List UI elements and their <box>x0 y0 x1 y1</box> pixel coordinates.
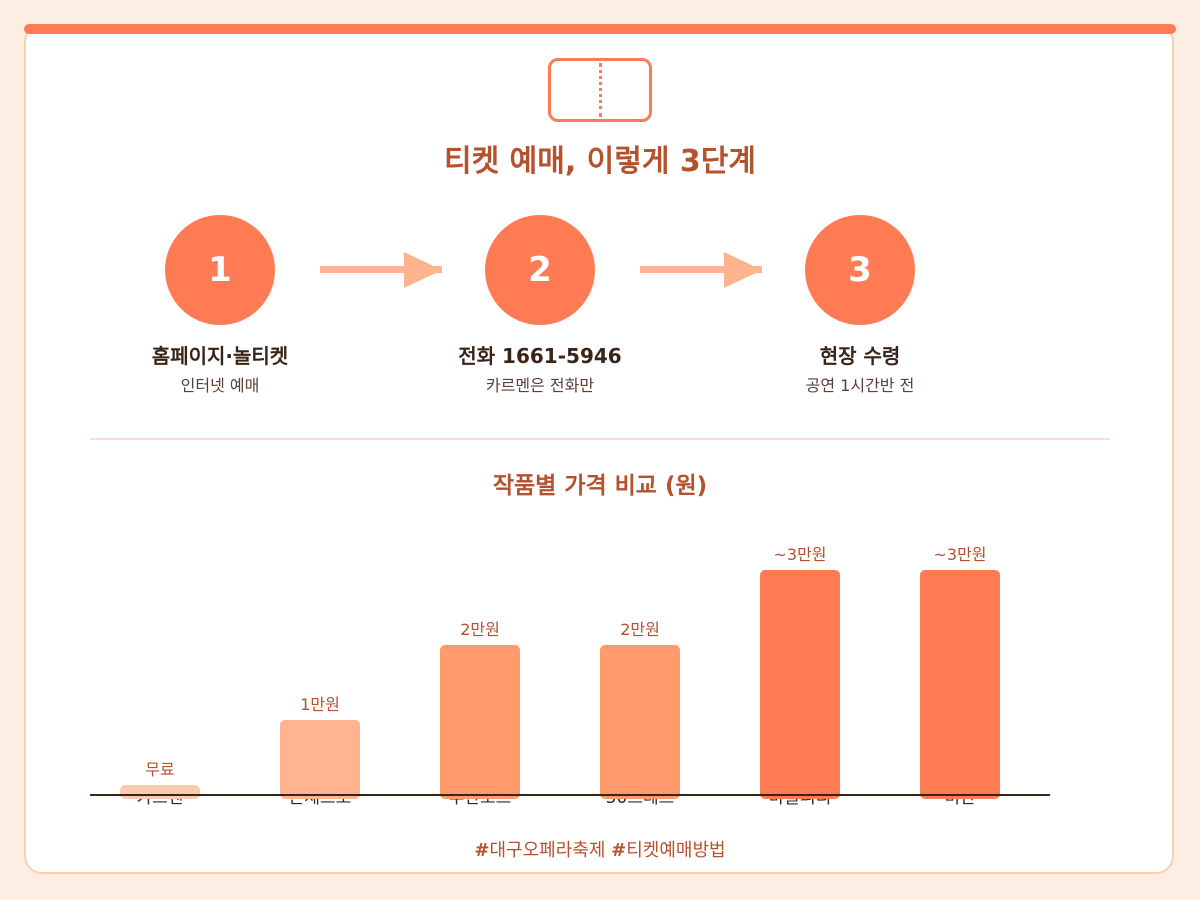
bar-value-label: 2만원 <box>460 620 500 639</box>
step-3-subtitle: 공연 1시간반 전 <box>805 376 915 395</box>
bar-value-label: ~3만원 <box>773 545 826 564</box>
step-1-title: 홈페이지·놀티켓 <box>151 344 289 368</box>
ticket-perforation <box>599 63 602 117</box>
hashtag-1: 대구오페라축제 <box>489 840 606 861</box>
accent-top-bar <box>24 24 1176 34</box>
hashtags: #대구오페라축제 #티켓예매방법 <box>474 840 726 861</box>
step-2-subtitle: 카르멘은 전화만 <box>485 376 595 395</box>
step-3-title: 현장 수령 <box>819 344 901 368</box>
page-title: 티켓 예매, 이렇게 3단계 <box>443 144 756 179</box>
bar-value-label: 2만원 <box>620 620 660 639</box>
chart-title: 작품별 가격 비교 (원) <box>492 473 708 499</box>
arrow-right-icon <box>640 252 762 288</box>
bar-value-label: 1만원 <box>300 695 340 714</box>
step-1-subtitle: 인터넷 예매 <box>180 376 260 395</box>
step-2-circle: 2 <box>485 215 595 325</box>
section-divider <box>90 438 1110 440</box>
bar-5 <box>760 570 840 799</box>
hashtag-2: 티켓예매방법 <box>626 840 726 861</box>
bar-value-label: 무료 <box>145 760 174 779</box>
ticket-icon <box>548 58 652 122</box>
step-1-circle: 1 <box>165 215 275 325</box>
arrow-right-icon <box>320 252 442 288</box>
step-2-title: 전화 1661-5946 <box>458 344 622 368</box>
bar-value-label: ~3만원 <box>933 545 986 564</box>
bar-4 <box>600 645 680 799</box>
bar-2 <box>280 720 360 799</box>
step-3-circle: 3 <box>805 215 915 325</box>
bar-3 <box>440 645 520 799</box>
bar-1 <box>120 785 200 799</box>
bar-6 <box>920 570 1000 799</box>
